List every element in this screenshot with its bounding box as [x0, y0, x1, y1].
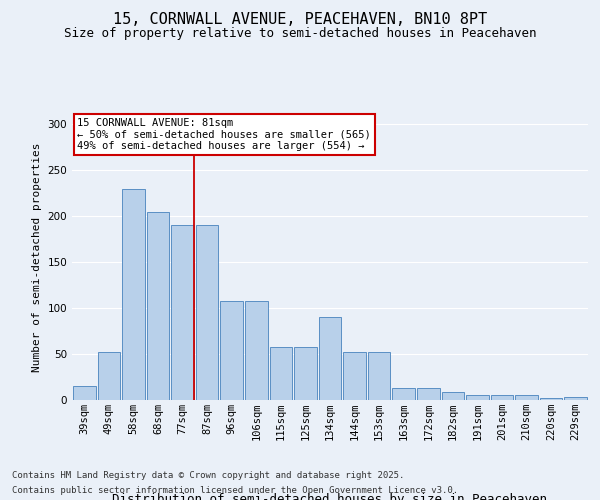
Bar	[343, 352, 366, 400]
Bar	[565, 397, 587, 400]
Bar	[368, 352, 391, 400]
Bar	[319, 318, 341, 400]
Bar	[146, 212, 169, 400]
Text: 15 CORNWALL AVENUE: 81sqm
← 50% of semi-detached houses are smaller (565)
49% of: 15 CORNWALL AVENUE: 81sqm ← 50% of semi-…	[77, 118, 371, 151]
Bar	[294, 346, 317, 400]
Y-axis label: Number of semi-detached properties: Number of semi-detached properties	[32, 143, 42, 372]
Text: 15, CORNWALL AVENUE, PEACEHAVEN, BN10 8PT: 15, CORNWALL AVENUE, PEACEHAVEN, BN10 8P…	[113, 12, 487, 28]
Bar	[392, 388, 415, 400]
Bar	[98, 352, 120, 400]
Bar	[466, 396, 489, 400]
Text: Contains HM Land Registry data © Crown copyright and database right 2025.: Contains HM Land Registry data © Crown c…	[12, 471, 404, 480]
Bar	[442, 392, 464, 400]
Bar	[73, 386, 95, 400]
X-axis label: Distribution of semi-detached houses by size in Peacehaven: Distribution of semi-detached houses by …	[113, 493, 548, 500]
Bar	[515, 396, 538, 400]
Bar	[220, 300, 243, 400]
Bar	[491, 396, 514, 400]
Bar	[122, 190, 145, 400]
Text: Size of property relative to semi-detached houses in Peacehaven: Size of property relative to semi-detach…	[64, 28, 536, 40]
Bar	[245, 300, 268, 400]
Bar	[171, 226, 194, 400]
Bar	[269, 346, 292, 400]
Text: Contains public sector information licensed under the Open Government Licence v3: Contains public sector information licen…	[12, 486, 458, 495]
Bar	[540, 398, 562, 400]
Bar	[417, 388, 440, 400]
Bar	[196, 226, 218, 400]
